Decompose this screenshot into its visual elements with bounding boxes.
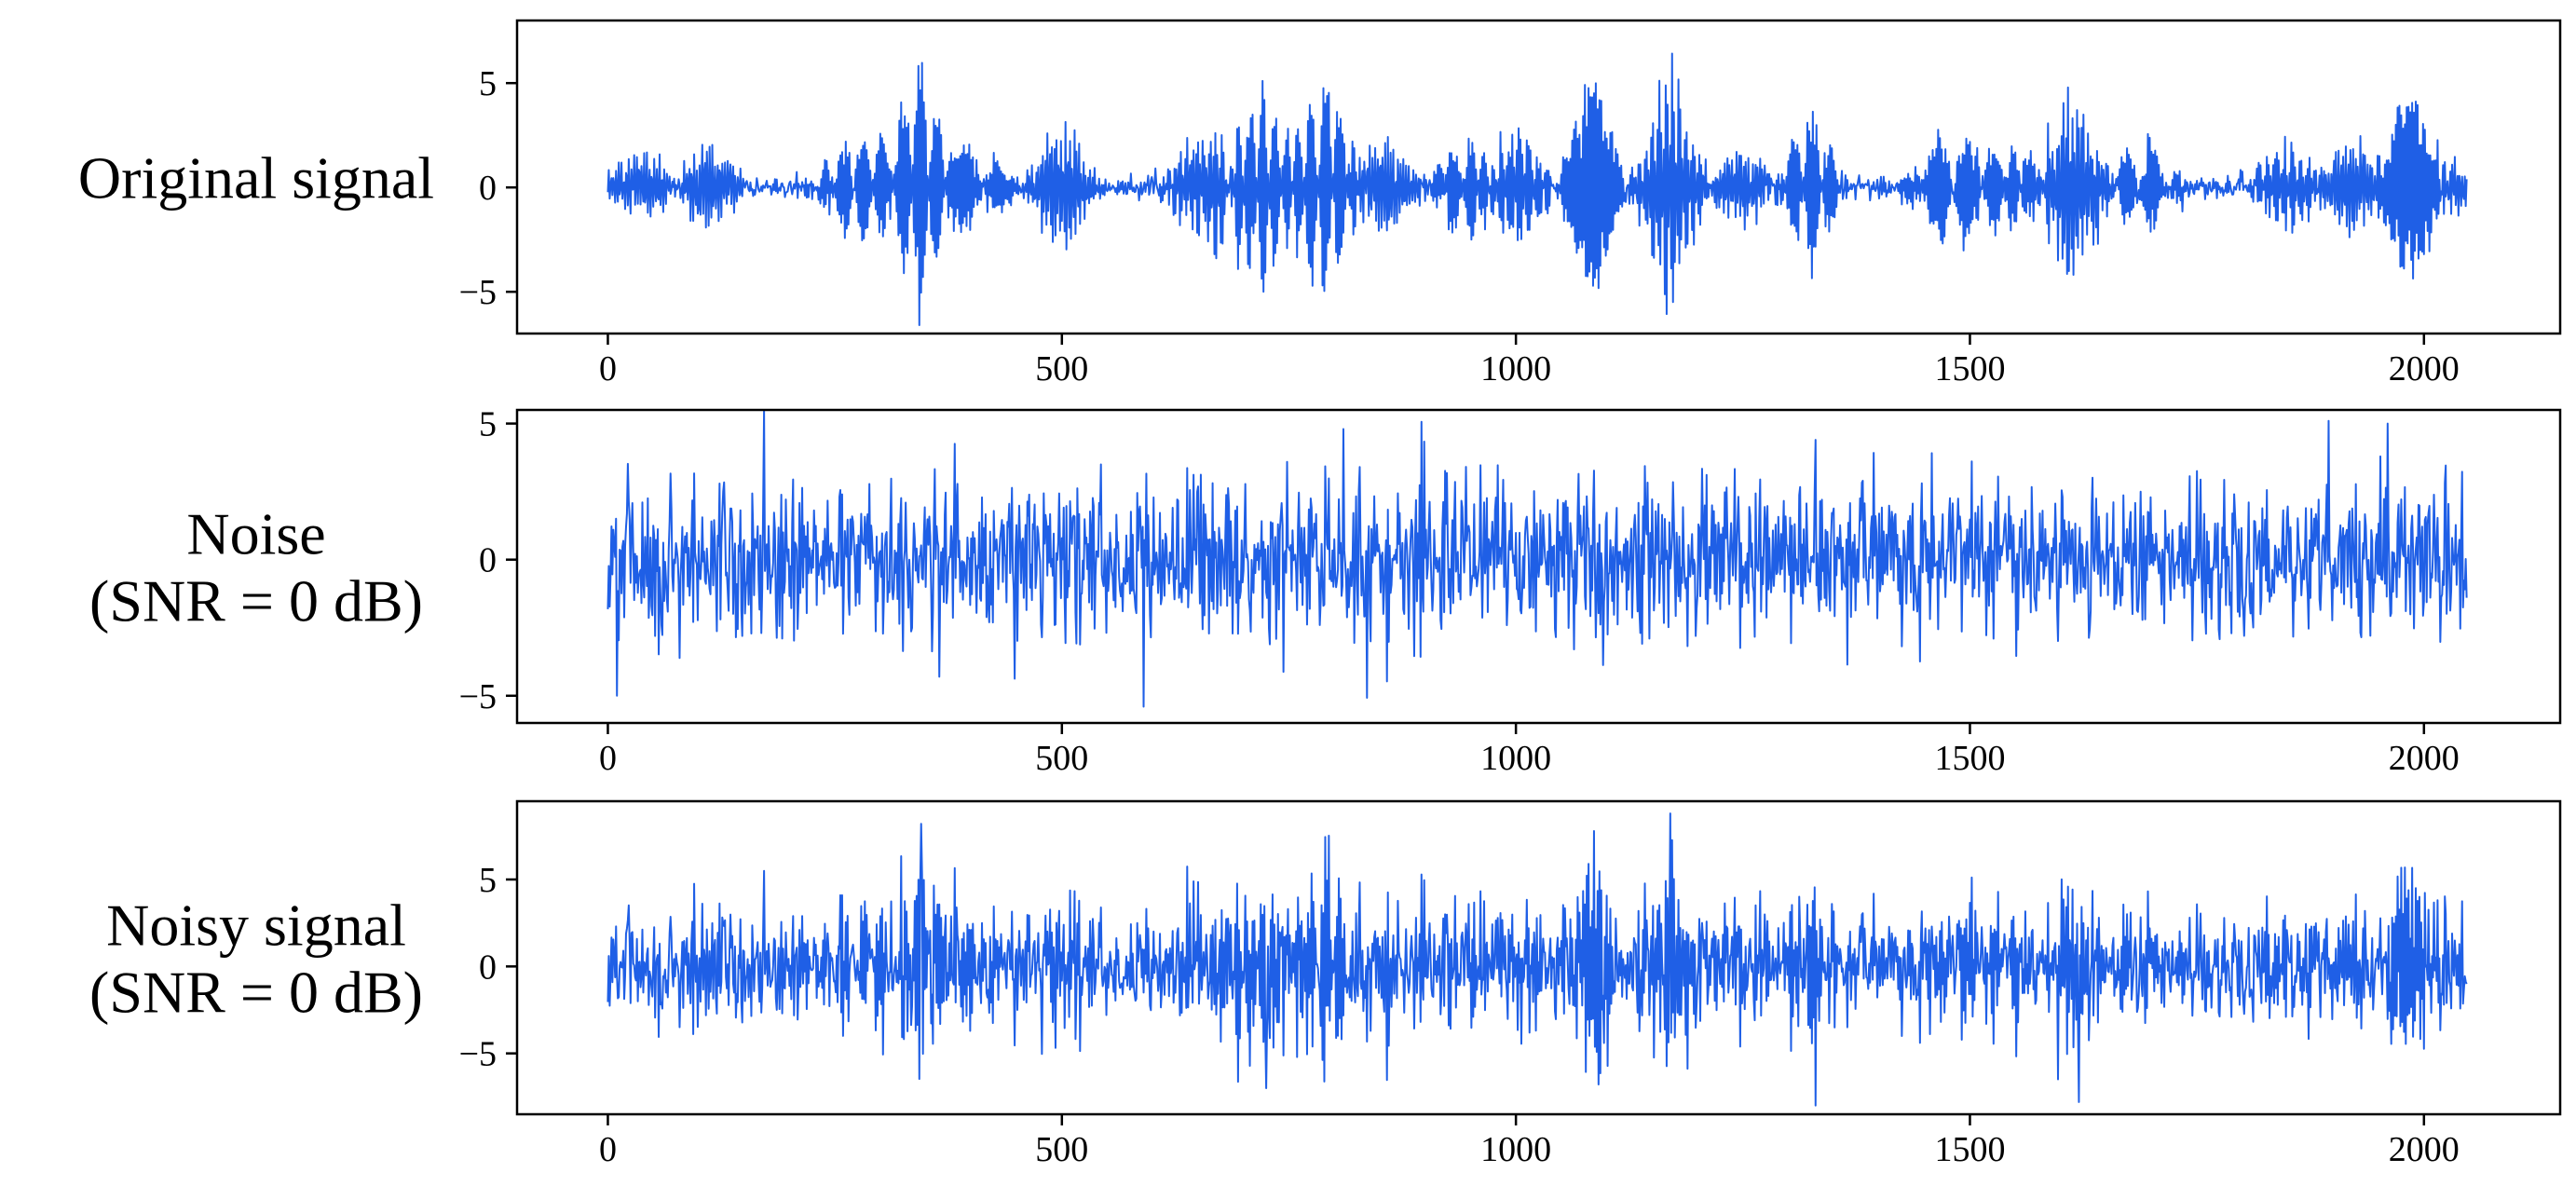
y-tick-label: 5 [479, 64, 497, 103]
y-tick-label: −5 [459, 273, 497, 312]
row-label: (SNR = 0 dB) [89, 567, 423, 634]
x-tick-label: 2000 [2389, 739, 2460, 778]
x-tick-label: 500 [1035, 1130, 1088, 1169]
y-tick-label: −5 [459, 677, 497, 716]
x-tick-label: 0 [599, 1130, 617, 1169]
x-tick-label: 1000 [1480, 349, 1551, 389]
row-label: Noise [186, 500, 325, 566]
x-tick-label: 0 [599, 349, 617, 389]
plot-frame [515, 19, 2562, 335]
series-line [607, 52, 2468, 326]
x-tick-label: 1000 [1480, 1130, 1551, 1169]
plot-frame [515, 799, 2562, 1116]
x-tick-label: 1500 [1934, 1130, 2005, 1169]
plot-frame [515, 408, 2562, 725]
y-tick-label: 0 [479, 541, 497, 580]
y-tick-label: 0 [479, 947, 497, 987]
y-tick-label: 0 [479, 169, 497, 208]
x-tick-label: 500 [1035, 349, 1088, 389]
original-signal-panel: Original signal 0 500 1000 1500 2000 −5 0 5 [78, 19, 2562, 389]
x-tick-label: 1000 [1480, 739, 1551, 778]
row-label: Noisy signal [106, 892, 406, 958]
series-line [607, 408, 2468, 708]
row-label: (SNR = 0 dB) [89, 959, 423, 1025]
noise-panel: Noise(SNR = 0 dB) 0 500 1000 1500 2000 −5 0 5 [89, 405, 2562, 778]
row-label: Original signal [78, 144, 434, 211]
y-tick-label: 5 [479, 861, 497, 900]
y-tick-label: 5 [479, 405, 497, 444]
x-tick-label: 2000 [2389, 1130, 2460, 1169]
noisy-signal-panel: Noisy signal(SNR = 0 dB) 0 500 1000 1500 2000… [89, 799, 2562, 1169]
x-tick-label: 500 [1035, 739, 1088, 778]
y-tick-label: −5 [459, 1035, 497, 1074]
x-tick-label: 0 [599, 739, 617, 778]
x-tick-label: 1500 [1934, 739, 2005, 778]
series-line [607, 812, 2468, 1107]
x-tick-label: 1500 [1934, 349, 2005, 389]
x-tick-label: 2000 [2389, 349, 2460, 389]
